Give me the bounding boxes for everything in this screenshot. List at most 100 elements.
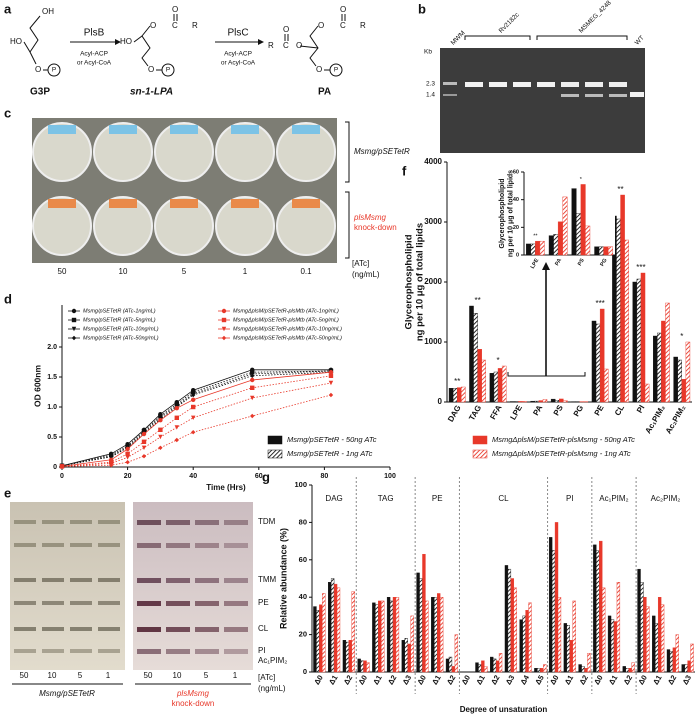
bar xyxy=(497,368,503,403)
band xyxy=(630,92,644,97)
bar xyxy=(616,218,621,403)
tlc-band xyxy=(14,578,36,582)
enzyme: PlsC xyxy=(227,28,248,39)
x-tick-label: Δ0 xyxy=(592,673,605,686)
strain-label: knock-down xyxy=(172,699,215,708)
bar xyxy=(657,597,662,673)
bar xyxy=(363,660,367,673)
band xyxy=(561,94,579,97)
plates: Msmg/pSETetR plsMsmg knock-down 50 10 5 … xyxy=(32,118,410,279)
marker xyxy=(141,439,147,444)
bar xyxy=(395,597,400,673)
legend-label: Msmg/pSETetR (ATc-1ng/mL) xyxy=(83,308,156,314)
tlc-band xyxy=(224,627,248,632)
tlc-band xyxy=(166,578,190,583)
bar xyxy=(616,582,621,673)
atom: HO xyxy=(120,37,132,46)
bar xyxy=(501,365,507,403)
y-tick-label: 40 xyxy=(513,197,519,203)
x-tick-label: Ac₂PIM₂ xyxy=(664,403,688,435)
x-tick-label: PG xyxy=(599,258,608,268)
legend-label: MsmgΔplsM/pSETetR-plsMtb (ATc-1ng/mL) xyxy=(233,308,339,314)
legend-label: Msmg/pSETetR (ATc-5ng/mL) xyxy=(83,317,156,323)
x-tick-label: Δ1 xyxy=(651,673,664,686)
atom: R xyxy=(360,21,366,30)
bar xyxy=(386,597,391,673)
bar xyxy=(519,619,523,673)
bar xyxy=(330,578,335,673)
x-tick-label: 80 xyxy=(321,473,329,480)
tlc-band xyxy=(137,520,161,525)
x-tick-label: 40 xyxy=(189,473,197,480)
conc-label: [ATc] xyxy=(258,673,275,682)
acyl-donor: or Acyl-CoA xyxy=(221,60,256,67)
tlc-band xyxy=(70,601,92,605)
bond xyxy=(309,25,319,67)
significance: * xyxy=(680,332,683,341)
size-label: 2.3 xyxy=(426,81,435,88)
plate-tag xyxy=(292,199,320,208)
concentration: 1 xyxy=(233,671,238,680)
tlc-band xyxy=(166,649,190,654)
bar xyxy=(457,387,462,403)
bar xyxy=(603,246,609,256)
tlc-band xyxy=(195,520,219,525)
lane-label: MSMEG_4248 xyxy=(578,0,613,35)
y-axis-label: ng per 10 μg of total lipids xyxy=(507,170,514,257)
x-tick-label: PS xyxy=(552,403,565,417)
bar xyxy=(580,184,586,256)
lane-label: WT xyxy=(634,35,646,47)
marker xyxy=(250,413,255,419)
x-tick-label: Δ4 xyxy=(518,673,531,686)
significance: *** xyxy=(636,263,645,272)
bar xyxy=(584,668,588,673)
bar xyxy=(657,332,662,403)
bar xyxy=(576,213,582,256)
bar xyxy=(554,522,559,673)
lipid-label: PE xyxy=(258,598,269,607)
atom: O xyxy=(150,21,156,30)
band xyxy=(513,82,531,87)
bar xyxy=(581,666,585,673)
x-tick-label: FFA xyxy=(488,403,503,421)
significance: * xyxy=(580,177,583,183)
legend-swatch xyxy=(267,449,283,459)
tlc-band xyxy=(137,627,161,632)
marker xyxy=(59,464,65,469)
bar xyxy=(631,662,635,673)
bar xyxy=(566,625,570,673)
bar xyxy=(607,246,613,256)
bar xyxy=(481,359,486,403)
panel-label: d xyxy=(4,291,12,306)
concentration: 50 xyxy=(20,671,29,680)
x-tick-label: Δ1 xyxy=(607,673,620,686)
lane-label: Rv2182c xyxy=(498,11,522,35)
bar xyxy=(553,234,559,256)
group-label: CL xyxy=(498,494,509,503)
y-tick-label: 1.0 xyxy=(47,404,57,411)
bar xyxy=(677,359,682,403)
tlc-band xyxy=(98,649,120,653)
marker xyxy=(174,425,179,430)
bar xyxy=(599,540,603,673)
concentration: 5 xyxy=(204,671,209,680)
x-tick-label: 60 xyxy=(255,473,263,480)
atom: HO xyxy=(10,37,22,46)
x-tick-label: Δ5 xyxy=(533,673,546,686)
panel-label: b xyxy=(418,1,426,16)
bond xyxy=(133,35,143,43)
x-axis-label: Time (Hrs) xyxy=(206,483,246,492)
tlc-plate xyxy=(133,502,253,670)
x-tick-label: 20 xyxy=(124,473,132,480)
group-label: PI xyxy=(566,494,574,503)
bar xyxy=(587,653,591,673)
series-line xyxy=(61,394,332,467)
x-tick-label: Δ3 xyxy=(504,673,517,686)
bar xyxy=(489,373,495,403)
lipid-label: CL xyxy=(258,624,269,633)
lane-label: MWM xyxy=(450,30,467,47)
tlc-band xyxy=(42,543,64,547)
conc-label: (ng/mL) xyxy=(352,270,380,279)
legend-label: MsmgΔplsM/pSETetR-plsMtb (ATc-50ng/mL) xyxy=(233,335,342,341)
bar xyxy=(640,272,646,403)
